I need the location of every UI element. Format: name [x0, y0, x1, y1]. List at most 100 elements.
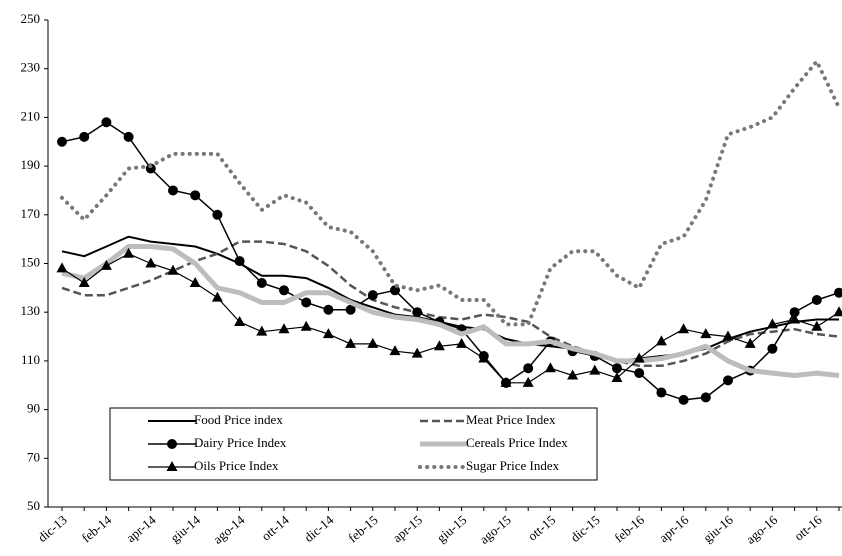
data-point — [56, 262, 68, 273]
y-tick-label: 210 — [21, 108, 41, 123]
data-point — [678, 323, 690, 334]
y-tick-label: 50 — [27, 498, 40, 513]
data-point — [544, 362, 556, 373]
x-tick-label: apr-16 — [656, 512, 692, 545]
data-point — [589, 364, 601, 375]
data-point — [478, 352, 490, 363]
data-point — [256, 277, 267, 288]
data-point — [700, 328, 712, 339]
y-tick-label: 190 — [21, 157, 41, 172]
data-point — [323, 304, 334, 315]
data-point — [655, 335, 667, 346]
data-point — [522, 376, 534, 387]
y-tick-label: 70 — [27, 449, 40, 464]
y-tick-label: 250 — [21, 11, 41, 26]
y-tick-label: 130 — [21, 303, 41, 318]
data-point — [656, 387, 667, 398]
data-point — [279, 285, 289, 296]
x-tick-label: feb-14 — [79, 512, 115, 546]
data-point — [100, 259, 112, 270]
series-line — [61, 240, 840, 368]
legend-marker — [166, 461, 178, 471]
x-tick-label: dic-15 — [568, 512, 603, 545]
data-point — [345, 304, 356, 315]
data-point — [611, 371, 623, 382]
x-tick-label: feb-16 — [611, 512, 647, 546]
data-point — [300, 320, 312, 331]
data-point — [123, 131, 134, 142]
legend-label: Meat Price Index — [466, 412, 556, 427]
data-point — [345, 337, 357, 348]
data-point — [168, 185, 178, 196]
data-point — [390, 285, 400, 296]
data-point — [411, 347, 423, 358]
data-point — [412, 307, 423, 318]
data-point — [633, 352, 645, 363]
data-point — [78, 276, 90, 287]
data-point — [57, 136, 67, 147]
data-point — [723, 375, 733, 386]
data-point — [145, 257, 157, 268]
legend-marker — [167, 439, 177, 449]
legend-label: Sugar Price Index — [466, 458, 560, 473]
data-point — [123, 247, 135, 258]
data-point — [322, 328, 334, 339]
data-point — [189, 276, 201, 287]
legend-label: Oils Price Index — [194, 458, 279, 473]
series-line — [60, 59, 841, 327]
x-tick-label: ago-15 — [477, 512, 514, 547]
y-tick-label: 150 — [21, 254, 41, 269]
data-point — [700, 392, 711, 403]
data-point — [766, 318, 778, 329]
data-point — [389, 345, 401, 356]
data-point — [190, 190, 201, 201]
data-point — [811, 295, 822, 306]
data-point — [101, 117, 112, 128]
x-tick-label: ott-16 — [791, 512, 825, 544]
x-tick-label: dic-14 — [301, 512, 336, 545]
x-tick-label: giu-14 — [167, 512, 203, 546]
x-tick-label: apr-15 — [390, 512, 425, 545]
x-tick-label: giu-15 — [434, 512, 470, 545]
series-line — [61, 253, 840, 384]
data-point — [301, 297, 312, 308]
data-point — [433, 340, 445, 351]
legend-label: Cereals Price Index — [466, 435, 568, 450]
data-point — [811, 320, 823, 331]
data-point — [567, 369, 579, 380]
x-tick-label: giu-16 — [700, 512, 736, 546]
x-tick-label: ago-14 — [210, 512, 248, 547]
data-point — [833, 306, 842, 317]
legend: Food Price index Meat Price Index Dairy Pr… — [109, 407, 598, 481]
data-point — [678, 394, 689, 405]
data-point — [167, 264, 179, 275]
legend-label: Dairy Price Index — [194, 435, 287, 450]
data-point — [278, 323, 290, 334]
x-tick-label: ago-16 — [743, 512, 781, 547]
data-point — [234, 315, 246, 326]
data-point — [367, 290, 378, 301]
x-tick-label: dic-13 — [35, 512, 70, 545]
data-point — [744, 337, 756, 348]
data-point — [256, 325, 268, 336]
x-tick-label: apr-14 — [123, 512, 159, 545]
x-tick-label: ott-14 — [258, 512, 292, 544]
data-point — [500, 376, 512, 387]
x-tick-label: feb-15 — [345, 512, 381, 545]
data-point — [367, 337, 379, 348]
data-point — [612, 363, 622, 374]
data-point — [211, 291, 223, 302]
data-point — [834, 287, 842, 298]
y-tick-label: 110 — [21, 352, 40, 367]
y-tick-label: 90 — [27, 401, 40, 416]
data-point — [767, 343, 778, 354]
data-point — [234, 256, 245, 267]
legend-label: Food Price index — [194, 412, 283, 427]
data-point — [212, 209, 223, 220]
y-tick-label: 170 — [21, 206, 41, 221]
data-point — [634, 368, 645, 379]
y-tick-label: 230 — [21, 60, 41, 75]
data-point — [722, 330, 734, 341]
series-line — [61, 244, 840, 378]
